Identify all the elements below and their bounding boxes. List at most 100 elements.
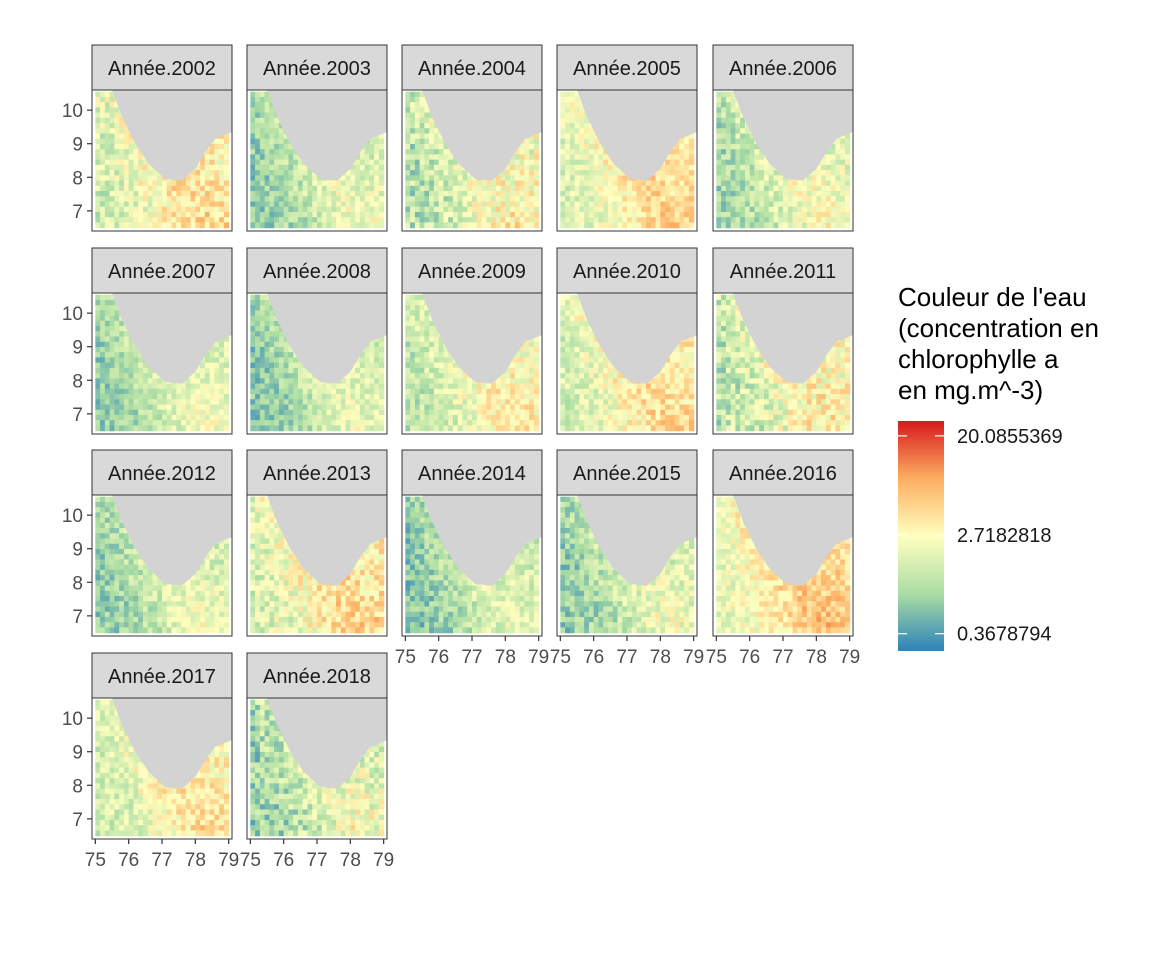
raster-cell [797,191,802,197]
raster-cell [176,186,181,192]
raster-cell [298,373,303,379]
raster-cell [565,207,570,213]
raster-cell [114,191,119,197]
raster-cell [632,207,637,213]
raster-cell [675,170,680,176]
raster-cell [840,181,845,187]
raster-cell [453,186,458,192]
raster-cell [298,222,303,228]
raster-cell [346,191,351,197]
raster-cell [750,222,755,228]
raster-cell [637,212,642,218]
raster-cell [210,384,215,390]
raster-cell [726,181,731,187]
raster-cell [312,394,317,400]
raster-cell [265,118,270,124]
raster-cell [138,384,143,390]
raster-cell [336,384,341,390]
raster-cell [579,212,584,218]
raster-cell [379,384,384,390]
raster-cell [279,144,284,150]
raster-cell [105,222,110,228]
raster-cell [288,165,293,171]
raster-cell [110,123,115,129]
raster-cell [119,337,124,343]
raster-cell [133,399,138,405]
raster-cell [214,202,219,208]
raster-cell [350,389,355,395]
raster-cell [293,170,298,176]
raster-cell [205,160,210,166]
raster-cell [679,165,684,171]
raster-cell [191,181,196,187]
raster-cell [369,384,374,390]
raster-cell [265,321,270,327]
raster-cell [424,191,429,197]
raster-cell [265,165,270,171]
raster-cell [584,123,589,129]
raster-cell [608,181,613,187]
raster-cell [840,144,845,150]
raster-cell [515,202,520,208]
raster-cell [735,207,740,213]
raster-cell [420,113,425,119]
raster-cell [346,175,351,181]
raster-cell [110,321,115,327]
raster-cell [560,102,565,108]
raster-cell [95,305,100,311]
raster-cell [769,186,774,192]
raster-cell [100,399,105,405]
raster-cell [637,222,642,228]
raster-cell [293,368,298,374]
raster-cell [214,394,219,400]
raster-cell [279,207,284,213]
raster-cell [157,196,162,202]
raster-cell [731,107,736,113]
raster-cell [205,415,210,421]
raster-cell [172,222,177,228]
raster-cell [191,399,196,405]
raster-cell [374,191,379,197]
raster-cell [520,160,525,166]
raster-cell [279,337,284,343]
raster-cell [274,170,279,176]
raster-cell [565,212,570,218]
raster-cell [331,207,336,213]
raster-cell [679,144,684,150]
raster-cell [214,186,219,192]
raster-cell [133,425,138,431]
raster-cell [594,165,599,171]
raster-cell [95,160,100,166]
raster-cell [284,170,289,176]
raster-cell [603,196,608,202]
raster-cell [679,222,684,228]
raster-cell [105,144,110,150]
raster-cell [214,415,219,421]
raster-cell [346,394,351,400]
raster-cell [529,144,534,150]
raster-cell [472,181,477,187]
raster-cell [219,415,224,421]
raster-cell [807,202,812,208]
raster-cell [477,217,482,223]
raster-cell [529,202,534,208]
raster-cell [195,399,200,405]
raster-cell [172,399,177,405]
raster-cell [726,160,731,166]
raster-cell [133,170,138,176]
raster-cell [448,160,453,166]
raster-cell [360,207,365,213]
raster-cell [129,425,134,431]
raster-cell [312,186,317,192]
raster-cell [424,165,429,171]
raster-cell [214,363,219,369]
raster-cell [405,196,410,202]
raster-cell [788,217,793,223]
raster-cell [826,181,831,187]
raster-cell [369,160,374,166]
raster-cell [210,373,215,379]
raster-cell [95,139,100,145]
raster-cell [219,144,224,150]
raster-cell [279,389,284,395]
raster-cell [721,154,726,160]
